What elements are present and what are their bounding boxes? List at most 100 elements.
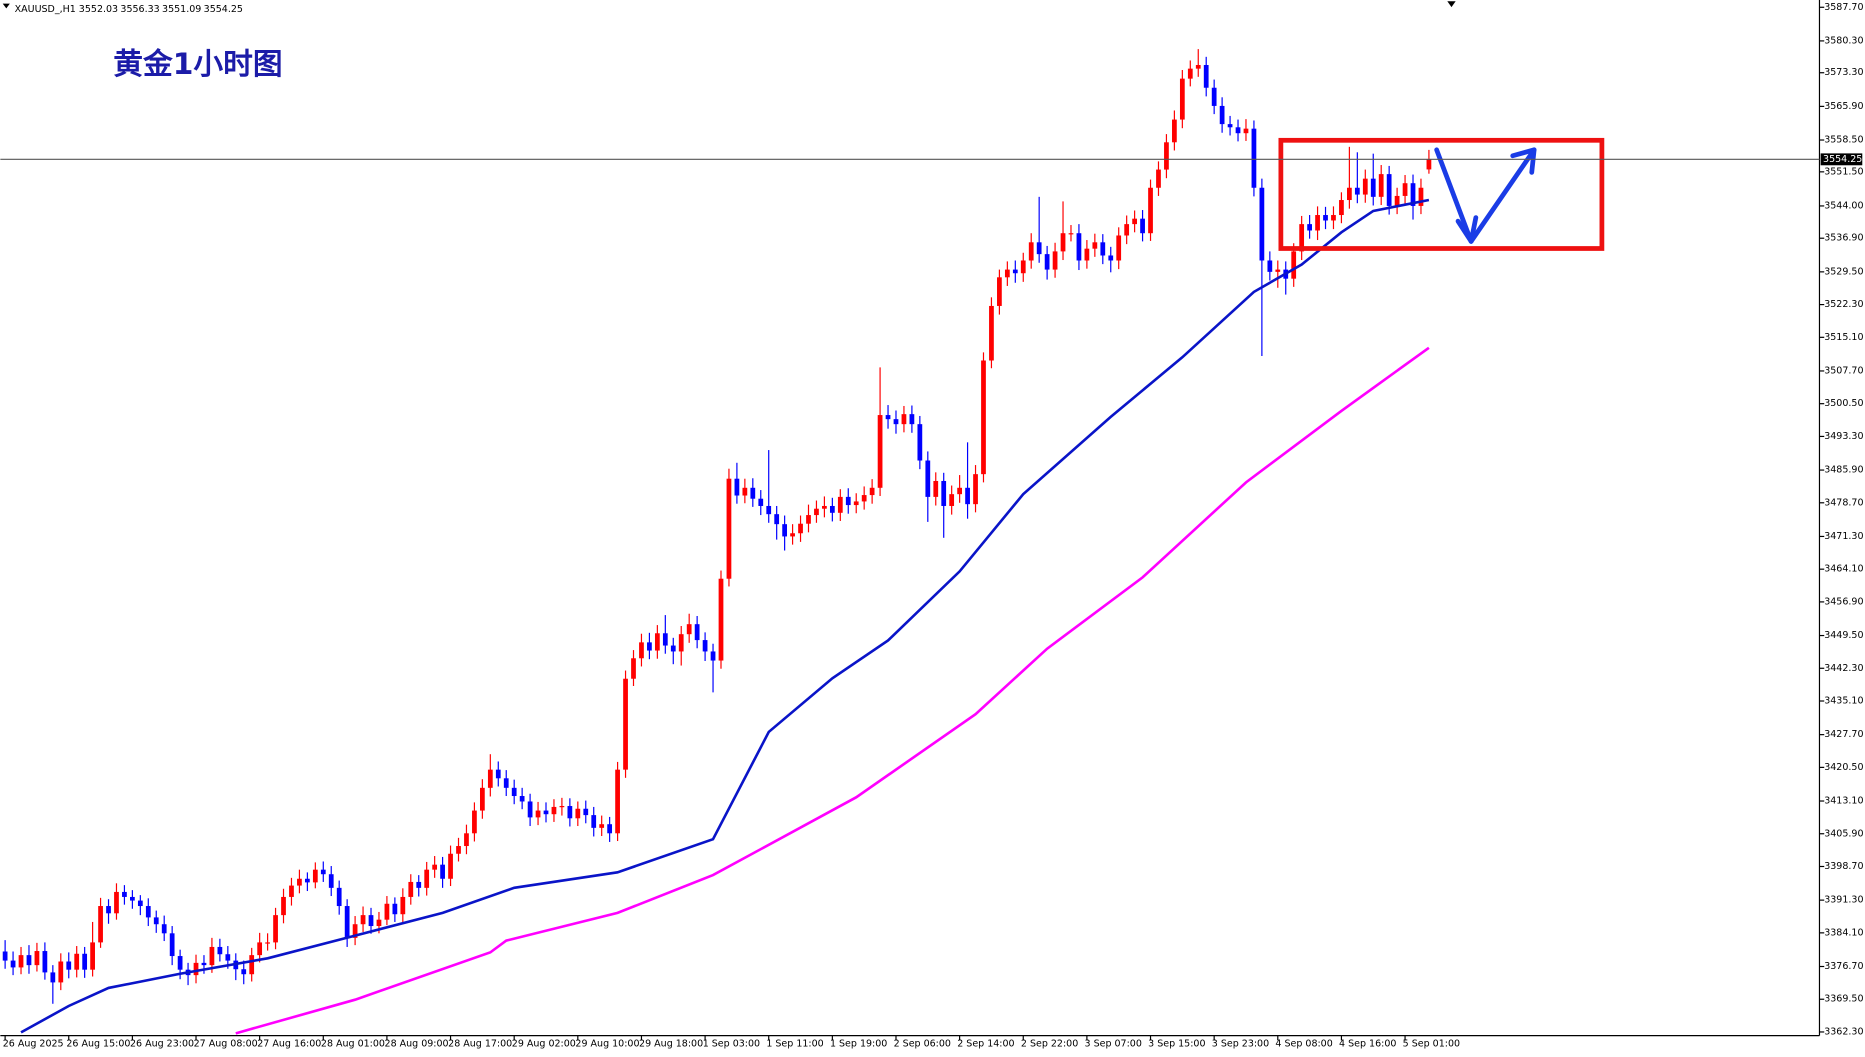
candle-body — [1370, 178, 1376, 197]
candle-body — [1211, 87, 1217, 106]
candle-body — [26, 955, 32, 966]
y-tick-label: 3398.70 — [1824, 861, 1863, 872]
candle-body — [973, 474, 978, 505]
candle-body — [10, 960, 16, 968]
y-tick-label: 3551.50 — [1824, 166, 1863, 177]
candle-body — [400, 896, 406, 915]
candle-body — [328, 874, 334, 888]
header-open: 3552.03 — [79, 4, 118, 15]
header-marker — [2, 3, 10, 9]
candle-body — [869, 487, 875, 496]
candle-body — [686, 624, 692, 635]
candle-body — [893, 419, 899, 425]
y-tick-label: 3500.50 — [1824, 398, 1863, 409]
candle-body — [472, 810, 477, 834]
candle-body — [368, 915, 374, 927]
y-tick-label: 3376.70 — [1824, 961, 1863, 972]
candle-body — [1084, 248, 1090, 261]
candle-body — [209, 946, 215, 966]
candle-body — [766, 505, 772, 515]
candle-body — [1124, 224, 1130, 236]
x-tick-label: 3 Sep 15:00 — [1148, 1038, 1205, 1049]
candle-body — [58, 961, 64, 983]
y-tick-label: 3435.10 — [1824, 696, 1863, 707]
y-tick-label: 3456.90 — [1824, 596, 1863, 607]
candle-body — [885, 415, 891, 420]
header-low: 3551.09 — [162, 4, 201, 15]
candle-body — [336, 887, 342, 907]
y-tick-label: 3515.10 — [1824, 332, 1863, 343]
candle-body — [2, 951, 8, 961]
candle-body — [1299, 224, 1305, 252]
candle-body — [479, 787, 485, 811]
candle-body — [392, 903, 398, 915]
candle-body — [583, 808, 589, 816]
candle-body — [82, 953, 88, 970]
candle-body — [822, 505, 827, 509]
candle-body — [718, 578, 724, 661]
candle-body — [130, 896, 135, 901]
candle-body — [861, 495, 867, 502]
candle-body — [1394, 195, 1400, 206]
candle-body — [201, 962, 207, 966]
candle-body — [702, 640, 708, 652]
candle-body — [1235, 127, 1241, 134]
candle-body — [829, 505, 835, 513]
candle-body — [806, 515, 811, 524]
symbol: XAUUSD_,H1 — [15, 4, 76, 15]
candle-body — [925, 460, 931, 497]
candle-body — [853, 501, 859, 506]
y-tick-label: 3507.70 — [1824, 365, 1863, 376]
candle-body — [1362, 178, 1368, 195]
y-tick-label: 3405.90 — [1824, 828, 1863, 839]
candle-body — [217, 946, 223, 955]
arrow-up — [1468, 147, 1537, 244]
candle-body — [623, 678, 628, 770]
candle-body — [257, 942, 263, 956]
candle-body — [1347, 187, 1352, 201]
candle-body — [281, 896, 286, 916]
bid-label-box — [1820, 153, 1863, 166]
candle-body — [1076, 233, 1082, 261]
candle-body — [1068, 233, 1074, 235]
candle-body — [662, 633, 668, 646]
candle-body — [408, 881, 414, 897]
candle-body — [456, 846, 461, 854]
candle-body — [670, 645, 676, 652]
candle-body — [360, 915, 366, 925]
x-tick-label: 28 Aug 17:00 — [448, 1038, 512, 1049]
candle-body — [726, 478, 732, 579]
candle-body — [225, 954, 231, 961]
candle-body — [1323, 215, 1328, 221]
candle-body — [1291, 251, 1297, 279]
x-tick-label: 28 Aug 09:00 — [385, 1038, 449, 1049]
y-tick-label: 3493.30 — [1824, 431, 1863, 442]
candle-body — [933, 480, 939, 497]
candle-body — [432, 864, 438, 870]
y-tick-label: 3384.10 — [1824, 927, 1863, 938]
candle-body — [122, 891, 127, 897]
arrow-up-head — [1510, 147, 1537, 175]
candle-body — [1172, 119, 1177, 143]
x-tick-label: 5 Sep 01:00 — [1403, 1038, 1460, 1049]
candle-body — [1386, 174, 1392, 206]
candle-body — [1100, 242, 1106, 256]
candle-body — [782, 524, 788, 537]
candle-body — [607, 824, 613, 834]
candle-body — [1132, 218, 1137, 225]
candle-body — [98, 906, 103, 943]
candle-body — [18, 955, 24, 968]
candle-body — [424, 869, 430, 888]
x-tick-label: 29 Aug 18:00 — [639, 1038, 703, 1049]
candle-body — [647, 642, 652, 651]
candle-body — [798, 523, 803, 534]
candle-body — [1164, 142, 1169, 170]
candle-body — [34, 951, 40, 966]
candle-body — [750, 487, 756, 499]
candle-body — [137, 900, 143, 907]
y-tick-label: 3580.30 — [1824, 35, 1863, 46]
header-high: 3556.33 — [120, 4, 159, 15]
candle-body — [678, 634, 684, 652]
candle-body — [352, 924, 358, 938]
candle-body — [1195, 65, 1201, 69]
